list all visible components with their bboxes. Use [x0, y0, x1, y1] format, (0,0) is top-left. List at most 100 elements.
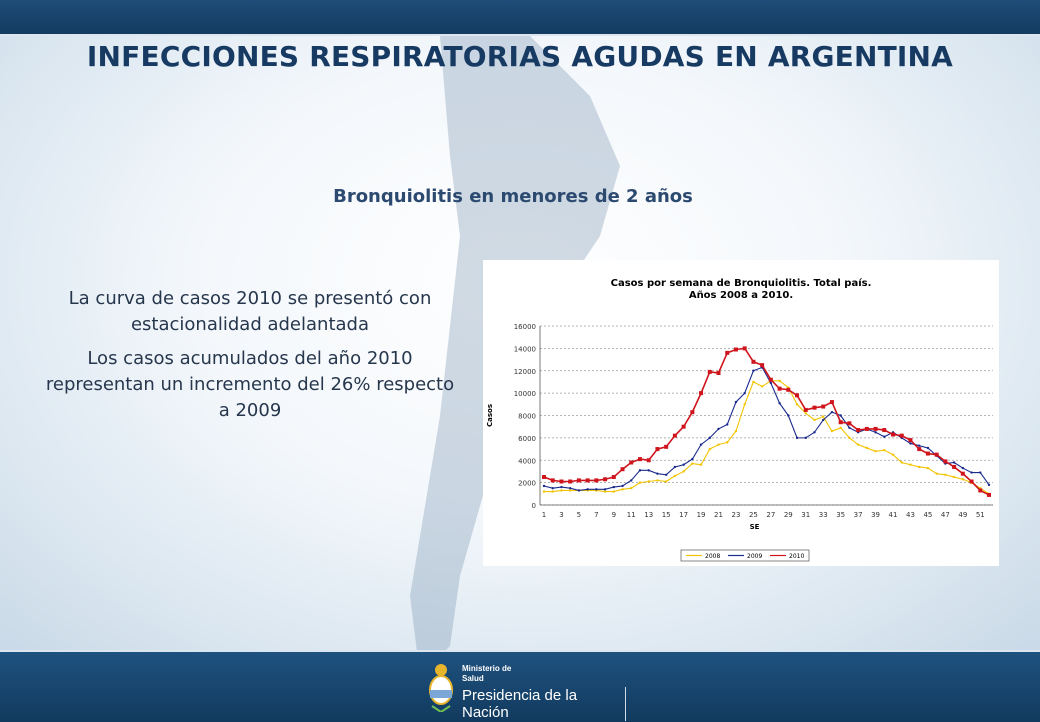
x-tick-label: 49	[958, 511, 967, 519]
data-point-2008	[865, 446, 869, 450]
data-point-2009	[787, 414, 790, 417]
data-point-2008	[935, 472, 938, 475]
data-point-2010	[891, 432, 896, 437]
data-point-2009	[987, 483, 991, 487]
x-tick-label: 5	[577, 511, 581, 519]
data-point-2009	[673, 465, 677, 469]
x-tick-label: 39	[871, 511, 880, 519]
data-point-2008	[848, 436, 851, 440]
data-point-2008	[917, 465, 921, 469]
data-point-2008	[926, 466, 930, 470]
data-point-2010	[672, 433, 677, 438]
data-point-2010	[664, 444, 669, 449]
data-point-2008	[795, 403, 799, 406]
y-tick-label: 2000	[518, 480, 536, 488]
data-point-2008	[743, 403, 746, 406]
paragraph-increase: Los casos acumulados del año 2010 repres…	[45, 348, 455, 421]
data-point-2008	[603, 490, 607, 493]
ministry-logo: Ministerio de Salud Presidencia de la Na…	[426, 660, 626, 721]
data-point-2008	[551, 490, 554, 493]
data-point-2008	[856, 443, 860, 446]
data-point-2010	[550, 478, 555, 483]
data-point-2009	[883, 435, 886, 438]
y-tick-label: 14000	[514, 345, 536, 353]
data-point-2010	[620, 467, 625, 472]
data-point-2009	[848, 426, 851, 430]
y-tick-label: 12000	[514, 368, 536, 376]
data-point-2009	[630, 479, 633, 482]
y-tick-label: 16000	[514, 323, 536, 331]
line-chart: Casos por semana de Bronquiolitis. Total…	[486, 277, 993, 562]
x-tick-label: 51	[976, 511, 985, 519]
data-point-2008	[752, 380, 755, 384]
data-point-2009	[830, 410, 834, 414]
data-point-2008	[778, 379, 781, 383]
data-point-2009	[778, 401, 781, 405]
data-point-2010	[987, 492, 991, 497]
data-point-2008	[612, 490, 616, 493]
data-point-2010	[699, 391, 704, 396]
x-tick-label: 35	[836, 511, 845, 519]
data-point-2010	[751, 359, 756, 364]
data-point-2008	[909, 463, 912, 466]
x-tick-label: 45	[923, 511, 932, 519]
data-point-2010	[637, 457, 642, 462]
chart-title-line-1: Casos por semana de Bronquiolitis. Total…	[611, 277, 872, 289]
data-point-2010	[934, 452, 939, 457]
y-tick-label: 8000	[518, 413, 536, 421]
presidency-name: Presidencia de la Nación	[462, 687, 626, 721]
data-point-2009	[586, 488, 589, 491]
data-point-2010	[777, 386, 782, 391]
data-point-2009	[542, 484, 546, 488]
x-tick-label: 31	[801, 511, 810, 519]
data-point-2008	[900, 461, 903, 464]
data-point-2008	[961, 478, 965, 481]
data-point-2009	[682, 463, 685, 466]
data-point-2009	[638, 469, 642, 472]
data-point-2009	[743, 391, 746, 395]
data-point-2008	[638, 481, 642, 484]
data-point-2009	[804, 436, 807, 440]
data-point-2010	[742, 346, 747, 351]
data-point-2010	[725, 350, 730, 355]
x-tick-label: 21	[714, 511, 723, 519]
x-tick-label: 43	[906, 511, 915, 519]
data-point-2010	[629, 460, 634, 465]
x-axis-title: SE	[750, 523, 760, 531]
data-point-2009	[795, 436, 799, 440]
data-point-2009	[551, 487, 554, 490]
data-point-2008	[830, 429, 834, 433]
data-point-2008	[621, 488, 624, 491]
data-point-2010	[847, 421, 852, 426]
data-point-2010	[803, 407, 808, 412]
data-point-2008	[682, 470, 685, 473]
data-point-2010	[559, 479, 564, 484]
footer-bar	[0, 650, 1040, 722]
data-point-2008	[717, 443, 720, 446]
data-point-2009	[560, 485, 563, 489]
data-point-2010	[760, 363, 765, 368]
data-point-2008	[944, 473, 947, 476]
data-point-2010	[786, 387, 791, 392]
x-tick-label: 33	[819, 511, 828, 519]
data-point-2009	[752, 369, 755, 372]
data-point-2008	[804, 412, 807, 415]
y-tick-label: 4000	[518, 457, 536, 465]
data-point-2010	[681, 424, 686, 429]
data-point-2008	[891, 453, 895, 456]
data-point-2009	[699, 443, 703, 446]
data-point-2009	[568, 487, 572, 490]
data-point-2009	[577, 489, 581, 492]
x-tick-label: 25	[749, 511, 758, 519]
data-point-2009	[769, 381, 773, 385]
data-point-2009	[926, 446, 930, 450]
x-tick-label: 29	[784, 511, 793, 519]
data-point-2009	[612, 485, 616, 489]
data-point-2010	[943, 459, 948, 464]
y-tick-label: 10000	[514, 390, 536, 398]
x-tick-label: 15	[662, 511, 671, 519]
data-point-2008	[822, 415, 825, 418]
x-tick-label: 27	[766, 511, 775, 519]
data-point-2009	[603, 488, 607, 491]
x-tick-label: 11	[627, 511, 636, 519]
